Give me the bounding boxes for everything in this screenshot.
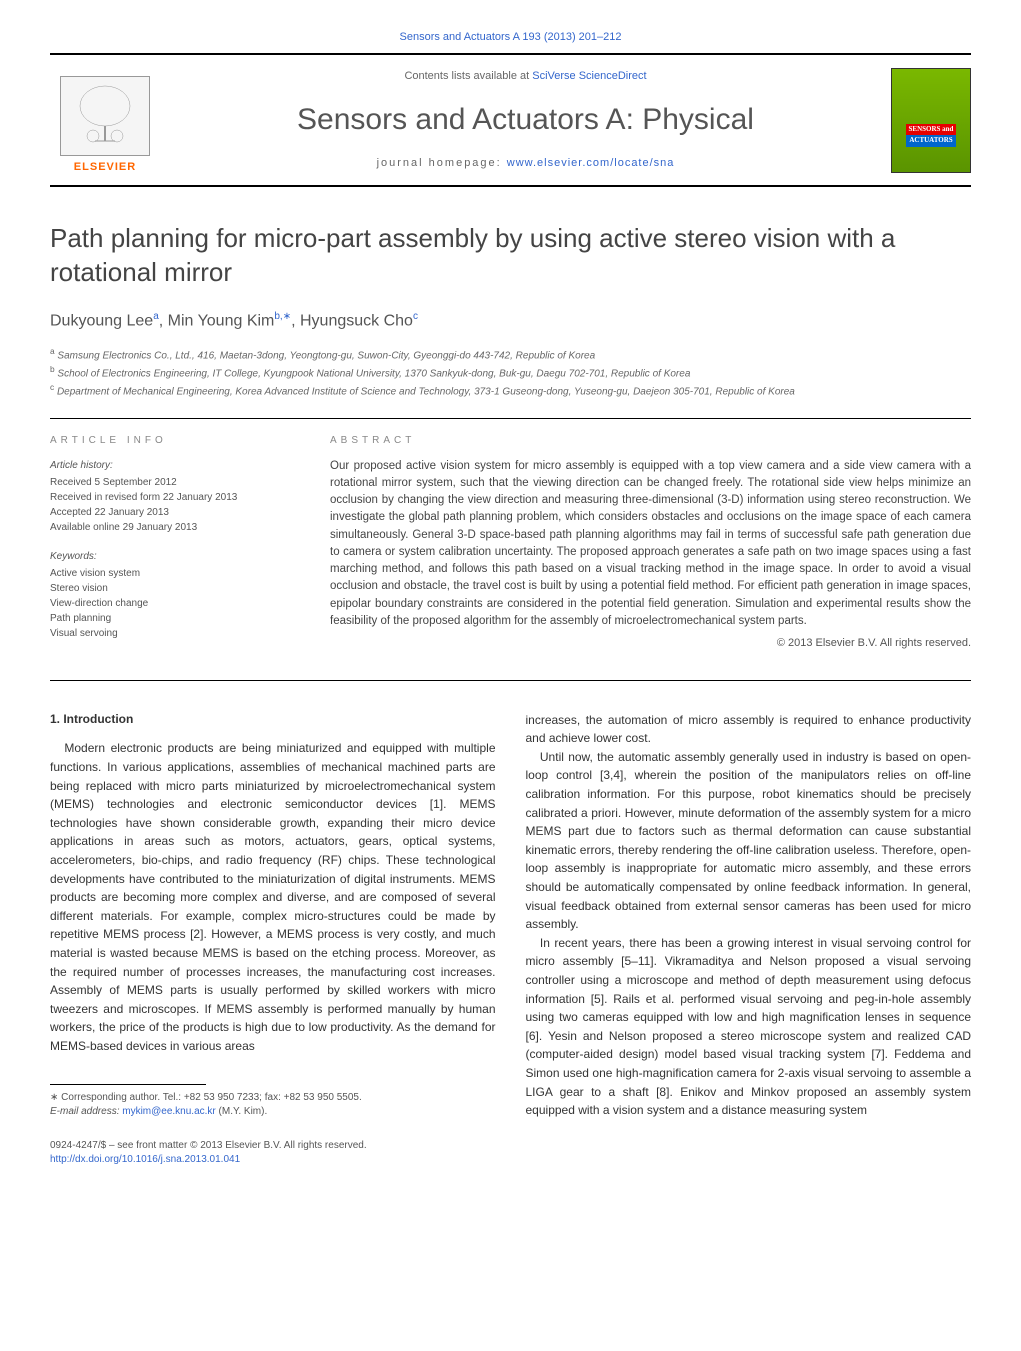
footnote-divider [50,1084,206,1085]
doi-link[interactable]: http://dx.doi.org/10.1016/j.sna.2013.01.… [50,1154,240,1165]
journal-homepage: journal homepage: www.elsevier.com/locat… [180,156,871,171]
affiliation-c: c Department of Mechanical Engineering, … [50,381,971,399]
abstract-text: Our proposed active vision system for mi… [330,458,971,631]
author-1-affil[interactable]: a [153,311,159,322]
footnote-email-line: E-mail address: mykim@ee.knu.ac.kr (M.Y.… [50,1105,496,1119]
email-label: E-mail address: [50,1106,122,1117]
contents-text: Contents lists available at [404,70,532,82]
intro-p1: Modern electronic products are being min… [50,739,496,1055]
keyword-2: Stereo vision [50,581,300,596]
article-history-block: Article history: Received 5 September 20… [50,458,300,535]
elsevier-logo: ELSEVIER [50,65,160,175]
introduction-heading: 1. Introduction [50,711,496,728]
author-1: Dukyoung Lee [50,312,153,329]
history-received: Received 5 September 2012 [50,475,300,490]
history-online: Available online 29 January 2013 [50,520,300,535]
author-3-affil[interactable]: c [413,311,418,322]
abstract-heading: abstract [330,434,971,448]
sciencedirect-link[interactable]: SciVerse ScienceDirect [532,70,646,82]
keyword-5: Visual servoing [50,626,300,641]
affiliations: a Samsung Electronics Co., Ltd., 416, Ma… [50,345,971,400]
author-2-affil[interactable]: b,∗ [274,311,291,322]
affiliation-a: a Samsung Electronics Co., Ltd., 416, Ma… [50,345,971,363]
elsevier-tree-icon [60,76,150,156]
history-accepted: Accepted 22 January 2013 [50,505,300,520]
bottom-matter: 0924-4247/$ – see front matter © 2013 El… [50,1139,496,1167]
article-title: Path planning for micro-part assembly by… [50,222,971,290]
top-citation-link[interactable]: Sensors and Actuators A 193 (2013) 201–2… [50,30,971,45]
header-center: Contents lists available at SciVerse Sci… [160,69,891,172]
footnote-corr: ∗ Corresponding author. Tel.: +82 53 950… [50,1091,496,1105]
left-body-text: Modern electronic products are being min… [50,739,496,1055]
abstract-copyright: © 2013 Elsevier B.V. All rights reserved… [330,636,971,651]
journal-header: ELSEVIER Contents lists available at Sci… [50,53,971,187]
cover-sensors-label: SENSORS and [906,124,957,136]
journal-title: Sensors and Actuators A: Physical [180,99,871,141]
corresponding-author-footnote: ∗ Corresponding author. Tel.: +82 53 950… [50,1091,496,1119]
right-body-text: increases, the automation of micro assem… [526,711,972,1120]
history-label: Article history: [50,458,300,473]
right-column: increases, the automation of micro assem… [526,711,972,1167]
homepage-text: journal homepage: [377,157,507,169]
authors-line: Dukyoung Leea, Min Young Kimb,∗, Hyungsu… [50,310,971,333]
author-2: Min Young Kim [168,312,275,329]
keyword-1: Active vision system [50,566,300,581]
email-suffix: (M.Y. Kim). [216,1106,267,1117]
affiliation-b: b School of Electronics Engineering, IT … [50,363,971,381]
keyword-3: View-direction change [50,596,300,611]
front-matter-line: 0924-4247/$ – see front matter © 2013 El… [50,1139,496,1153]
homepage-link[interactable]: www.elsevier.com/locate/sna [507,157,675,169]
keywords-label: Keywords: [50,549,300,564]
corresponding-email-link[interactable]: mykim@ee.knu.ac.kr [122,1106,216,1117]
cover-actuators-label: ACTUATORS [906,135,955,147]
history-revised: Received in revised form 22 January 2013 [50,490,300,505]
keywords-block: Keywords: Active vision system Stereo vi… [50,549,300,641]
left-column: 1. Introduction Modern electronic produc… [50,711,496,1167]
author-3: Hyungsuck Cho [300,312,413,329]
body-columns: 1. Introduction Modern electronic produc… [50,711,971,1167]
contents-lists: Contents lists available at SciVerse Sci… [180,69,871,84]
info-abstract-row: article info Article history: Received 5… [50,419,971,681]
right-p3: In recent years, there has been a growin… [526,934,972,1120]
article-info-heading: article info [50,434,300,448]
elsevier-text: ELSEVIER [74,160,136,175]
abstract-column: abstract Our proposed active vision syst… [330,434,971,655]
right-p2: Until now, the automatic assembly genera… [526,748,972,934]
article-info-column: article info Article history: Received 5… [50,434,300,655]
keyword-4: Path planning [50,611,300,626]
journal-cover-thumbnail: SENSORS and ACTUATORS [891,68,971,173]
right-p1: increases, the automation of micro assem… [526,711,972,748]
